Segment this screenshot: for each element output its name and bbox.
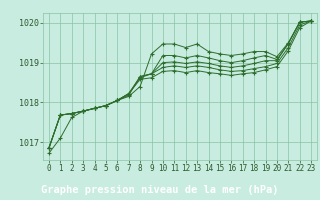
Text: Graphe pression niveau de la mer (hPa): Graphe pression niveau de la mer (hPa) [41, 185, 279, 195]
